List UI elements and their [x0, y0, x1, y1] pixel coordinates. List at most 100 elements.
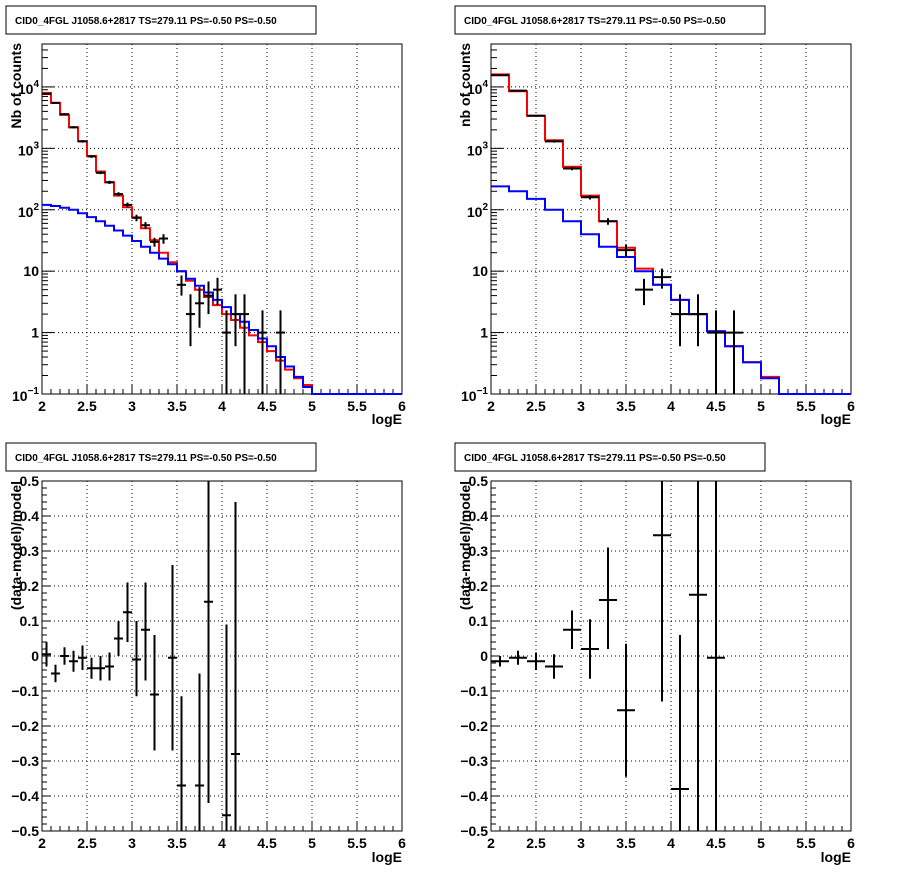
- title-box: [454, 5, 766, 35]
- y-axis-title: (data-model)/model: [457, 481, 473, 610]
- pad-bottom-left: 2 2.5 3 3.5 4 4.5 5 5.5 6 −0.5 −0.4 −0.3 −0.2 −0.1 0 0.…: [5, 442, 406, 865]
- y-tick-label: 1: [31, 325, 39, 341]
- y-tick-label: −0.4: [11, 788, 39, 804]
- y-tick-label: 1: [480, 325, 488, 341]
- title-box: [454, 442, 766, 472]
- y-tick-label: 10: [472, 263, 488, 279]
- x-tick-label: 4: [218, 835, 226, 851]
- y-tick-label: 0.5: [469, 473, 489, 489]
- pad-top-right: 2 2.5 3 3.5 4 4.5 5 5.5 6 10−1 1 10 102 103 104 CID0_4…: [454, 5, 855, 427]
- x-tick-label: 4: [667, 835, 675, 851]
- data-point: [42, 642, 51, 667]
- x-tick-label: 5.5: [347, 398, 367, 414]
- x-tick-label: 5.5: [796, 398, 816, 414]
- title-box: [5, 442, 317, 472]
- y-tick-label: 0.5: [20, 473, 40, 489]
- x-tick-label: 3.5: [167, 835, 187, 851]
- x-tick-label: 2: [487, 835, 495, 851]
- x-tick-label: 3: [128, 398, 136, 414]
- data-point: [114, 192, 123, 197]
- data-point: [195, 673, 204, 831]
- data-point: [105, 180, 114, 184]
- y-tick-label: −0.3: [11, 753, 39, 769]
- data-point: [177, 275, 186, 296]
- title-box: [5, 5, 317, 35]
- y-tick-label: 0.3: [469, 543, 489, 559]
- data-point: [60, 647, 69, 665]
- data-point: [168, 565, 177, 751]
- x-tick-label: 2: [487, 398, 495, 414]
- x-axis-title: logE: [372, 849, 402, 865]
- x-tick-label: 5: [757, 835, 765, 851]
- x-tick-label: 3: [128, 835, 136, 851]
- y-axis-title: (data-model)/model: [8, 481, 24, 610]
- x-tick-label: 3: [577, 835, 585, 851]
- data-point: [96, 171, 105, 175]
- y-tick-label: 103: [467, 140, 489, 158]
- pad-bottom-right: 2 2.5 3 3.5 4 4.5 5 5.5 6 −0.5 −0.4 −0.3 −0.2 −0.1 0 0.…: [454, 442, 855, 865]
- pad-title: CID0_4FGL J1058.6+2817 TS=279.11 PS=-0.5…: [464, 453, 726, 464]
- x-tick-label: 2: [38, 398, 46, 414]
- pad-title: CID0_4FGL J1058.6+2817 TS=279.11 PS=-0.5…: [15, 453, 277, 464]
- model-component-histogram: [491, 185, 851, 395]
- y-tick-label: 10−1: [12, 386, 39, 404]
- data-point: [707, 310, 725, 394]
- data-point: [231, 294, 240, 347]
- y-tick-label: −0.2: [11, 718, 39, 734]
- y-tick-label: −0.3: [460, 753, 488, 769]
- data-point: [635, 278, 653, 306]
- x-tick-label: 2.5: [77, 398, 97, 414]
- data-point: [707, 481, 725, 831]
- data-point: [132, 214, 141, 222]
- y-tick-label: 0: [480, 648, 488, 664]
- x-tick-label: 3.5: [616, 398, 636, 414]
- y-tick-label: −0.4: [460, 788, 488, 804]
- y-tick-label: −0.1: [460, 683, 488, 699]
- data-point: [276, 310, 285, 394]
- data-point: [123, 202, 132, 208]
- x-tick-label: 4.5: [257, 398, 277, 414]
- data-point: [509, 650, 527, 665]
- y-tick-label: −0.5: [11, 823, 39, 839]
- data-point: [213, 277, 222, 306]
- data-point: [150, 237, 159, 247]
- data-point: [114, 621, 123, 656]
- data-point: [60, 113, 69, 116]
- x-tick-label: 5.5: [347, 835, 367, 851]
- x-tick-label: 3.5: [167, 398, 187, 414]
- plot-area: [491, 44, 851, 394]
- data-point: [51, 664, 60, 683]
- data-point: [141, 582, 150, 681]
- data-point: [671, 635, 689, 831]
- data-point: [105, 652, 114, 681]
- y-tick-label: 104: [467, 79, 489, 97]
- data-point: [527, 652, 545, 670]
- data-point: [204, 481, 213, 803]
- model-component-histogram: [42, 203, 402, 395]
- x-tick-label: 4: [218, 398, 226, 414]
- x-tick-label: 6: [398, 398, 406, 414]
- data-point: [195, 287, 204, 328]
- data-point: [42, 92, 51, 95]
- data-point: [563, 610, 581, 649]
- data-point: [689, 294, 707, 347]
- data-point: [222, 310, 231, 394]
- y-tick-label: 103: [18, 140, 40, 158]
- data-point: [581, 619, 599, 679]
- x-tick-label: 6: [847, 835, 855, 851]
- y-axis-title: Nb of counts: [8, 43, 24, 129]
- y-tick-label: 0.2: [20, 578, 40, 594]
- x-tick-label: 5: [308, 398, 316, 414]
- data-point: [186, 294, 195, 347]
- data-point: [545, 654, 563, 679]
- y-tick-label: 0.1: [20, 613, 40, 629]
- data-point: [204, 281, 213, 315]
- data-point: [231, 502, 240, 831]
- x-tick-label: 6: [398, 835, 406, 851]
- y-tick-label: 10: [23, 263, 39, 279]
- y-tick-label: 102: [18, 202, 40, 220]
- data-point: [132, 621, 141, 697]
- data-point: [599, 218, 617, 225]
- data-point: [69, 126, 78, 129]
- x-tick-label: 5: [757, 398, 765, 414]
